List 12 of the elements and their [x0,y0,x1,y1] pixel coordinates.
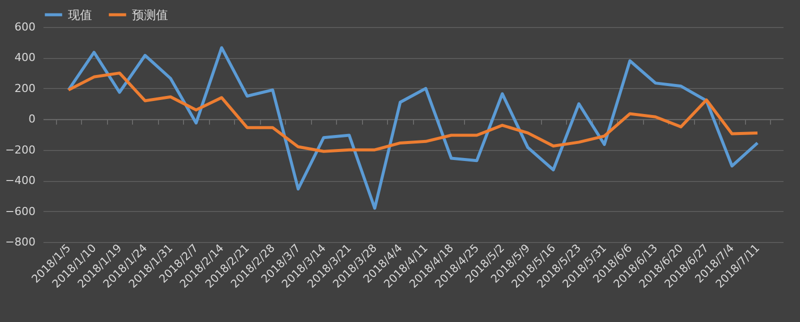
y-tick-label: 200 [14,82,36,95]
line-series [67,46,759,210]
line-series [67,72,759,153]
y-tick-label: −200 [5,143,36,156]
legend-label: 预测值 [132,8,168,22]
y-tick-label: 600 [14,20,36,34]
y-tick-label: −400 [5,174,36,188]
legend-label: 现值 [68,8,92,22]
y-tick-label: 400 [14,51,36,64]
y-tick-label: −800 [5,236,36,248]
y-tick-label: −600 [5,204,36,218]
y-tick-label: 0 [28,112,36,126]
